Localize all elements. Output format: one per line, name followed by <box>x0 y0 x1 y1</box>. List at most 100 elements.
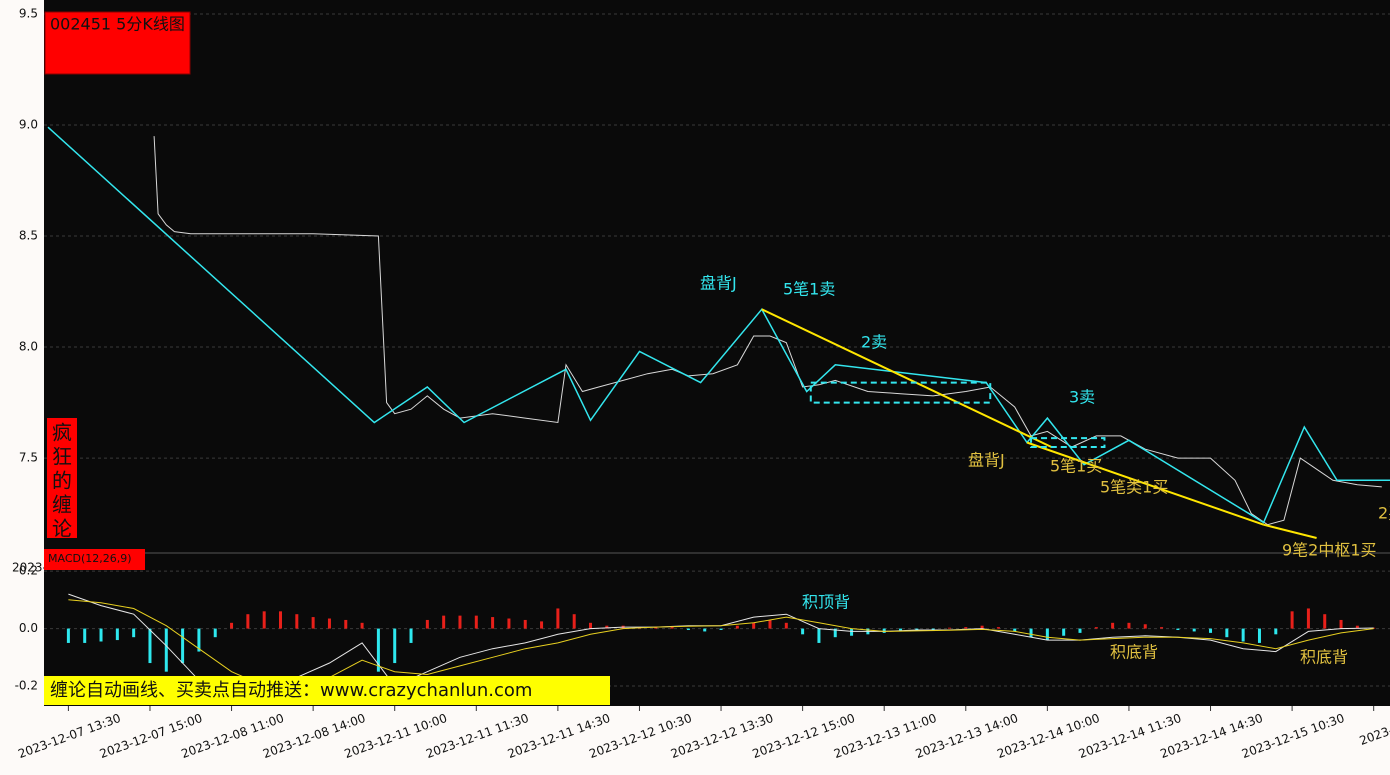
annotation: 5笔1买 <box>1050 457 1102 476</box>
macd-bar <box>784 622 788 629</box>
macd-bar <box>703 628 707 632</box>
macd-bar <box>1111 622 1115 629</box>
macd-bar <box>719 628 723 631</box>
macd-bar <box>197 628 201 652</box>
macd-bar <box>1143 624 1147 629</box>
macd-bar <box>882 628 886 633</box>
macd-bar <box>996 627 1000 629</box>
price-panel <box>44 13 1390 539</box>
annotation: 积底背 <box>1300 648 1348 667</box>
y-tick-label: 0.2 <box>19 564 38 578</box>
macd-bar <box>899 628 903 632</box>
side-label-char: 疯 <box>52 421 72 445</box>
annotation: 3卖 <box>1069 388 1095 407</box>
macd-bar <box>360 622 364 629</box>
macd-bar <box>425 619 429 629</box>
banner: 缠论自动画线、买卖点自动推送：www.crazychanlun.com <box>50 680 532 701</box>
macd-bar <box>1209 628 1213 633</box>
price-line <box>153 136 1382 526</box>
macd-bar <box>686 628 690 631</box>
macd-bar <box>491 617 495 629</box>
y-tick-label: 9.5 <box>19 6 38 20</box>
macd-bar <box>817 628 821 643</box>
macd-bar <box>1078 628 1082 633</box>
annotation: 积顶背 <box>802 593 850 612</box>
macd-bar <box>1176 628 1180 631</box>
y-tick-label: 8.5 <box>19 229 38 243</box>
macd-bar <box>279 611 283 629</box>
macd-bar <box>752 622 756 629</box>
chart-title: 002451 5分K线图 <box>50 15 185 34</box>
macd-bar <box>1094 627 1098 629</box>
corner-label: 2023- <box>12 561 47 575</box>
macd-bar <box>833 628 837 638</box>
annotation: 盘背J <box>968 451 1005 470</box>
macd-bar <box>295 614 299 629</box>
macd-bar <box>164 628 168 672</box>
macd-bar <box>1355 625 1359 629</box>
macd-bar <box>850 628 854 636</box>
macd-bar <box>980 625 984 629</box>
macd-bar <box>442 615 446 629</box>
macd-bar <box>262 611 266 629</box>
macd-bar <box>376 628 380 672</box>
macd-bar <box>947 627 951 629</box>
macd-bar <box>1225 628 1229 638</box>
pivot-box <box>1030 437 1106 448</box>
annotation: 9笔2中枢1买 <box>1282 541 1377 560</box>
macd-bar <box>1013 628 1017 632</box>
macd-bar <box>1257 628 1261 643</box>
side-label-box <box>47 418 77 538</box>
macd-bar <box>964 627 968 629</box>
title-box <box>44 11 191 75</box>
macd-bar <box>409 628 413 643</box>
macd-bar <box>66 628 70 643</box>
macd-title: MACD(12,26,9) <box>48 552 132 565</box>
plot-background <box>44 0 1390 706</box>
macd-bar <box>1062 628 1066 636</box>
macd-bar <box>99 628 103 642</box>
macd-bar <box>540 621 544 629</box>
macd-bar <box>213 628 217 638</box>
macd-bar <box>1160 627 1164 629</box>
macd-bar <box>556 608 560 629</box>
y-tick-label: 0.0 <box>19 621 38 635</box>
stroke-line <box>47 126 1390 524</box>
annotation: 2卖 <box>861 333 887 352</box>
macd-bar <box>327 618 331 629</box>
annotation: 积底背 <box>1110 643 1158 662</box>
trend-line <box>1026 441 1264 526</box>
macd-bar <box>523 619 527 629</box>
macd-bar <box>1127 622 1131 629</box>
y-tick-label: -0.2 <box>15 679 38 693</box>
macd-bar <box>1290 611 1294 629</box>
side-label-char: 的 <box>52 469 72 493</box>
macd-bar <box>931 628 935 631</box>
macd-bar <box>1323 614 1327 629</box>
macd-bar <box>589 622 593 629</box>
annotation: 盘背J <box>700 274 737 293</box>
y-tick-label: 9.0 <box>19 118 38 132</box>
macd-bar <box>605 625 609 629</box>
macd-bar <box>311 617 315 629</box>
macd-bar <box>507 618 511 629</box>
macd-bar <box>670 627 674 629</box>
annotation: 5笔1卖 <box>783 280 835 299</box>
macd-bar <box>654 627 658 629</box>
macd-bar <box>1192 628 1196 632</box>
macd-bar <box>474 615 478 629</box>
side-label-char: 论 <box>52 517 72 541</box>
macd-bar <box>148 628 152 664</box>
annotation: 5笔类1买 <box>1100 478 1168 497</box>
macd-bar <box>801 628 805 635</box>
banner-box <box>44 676 610 705</box>
y-tick-label: 8.0 <box>19 340 38 354</box>
macd-bar <box>735 625 739 629</box>
macd-bar <box>115 628 119 641</box>
macd-bar <box>344 619 348 629</box>
macd-bar <box>915 628 919 631</box>
x-tick-label: 2023-12-15 <box>1358 711 1390 748</box>
macd-bar <box>458 615 462 629</box>
